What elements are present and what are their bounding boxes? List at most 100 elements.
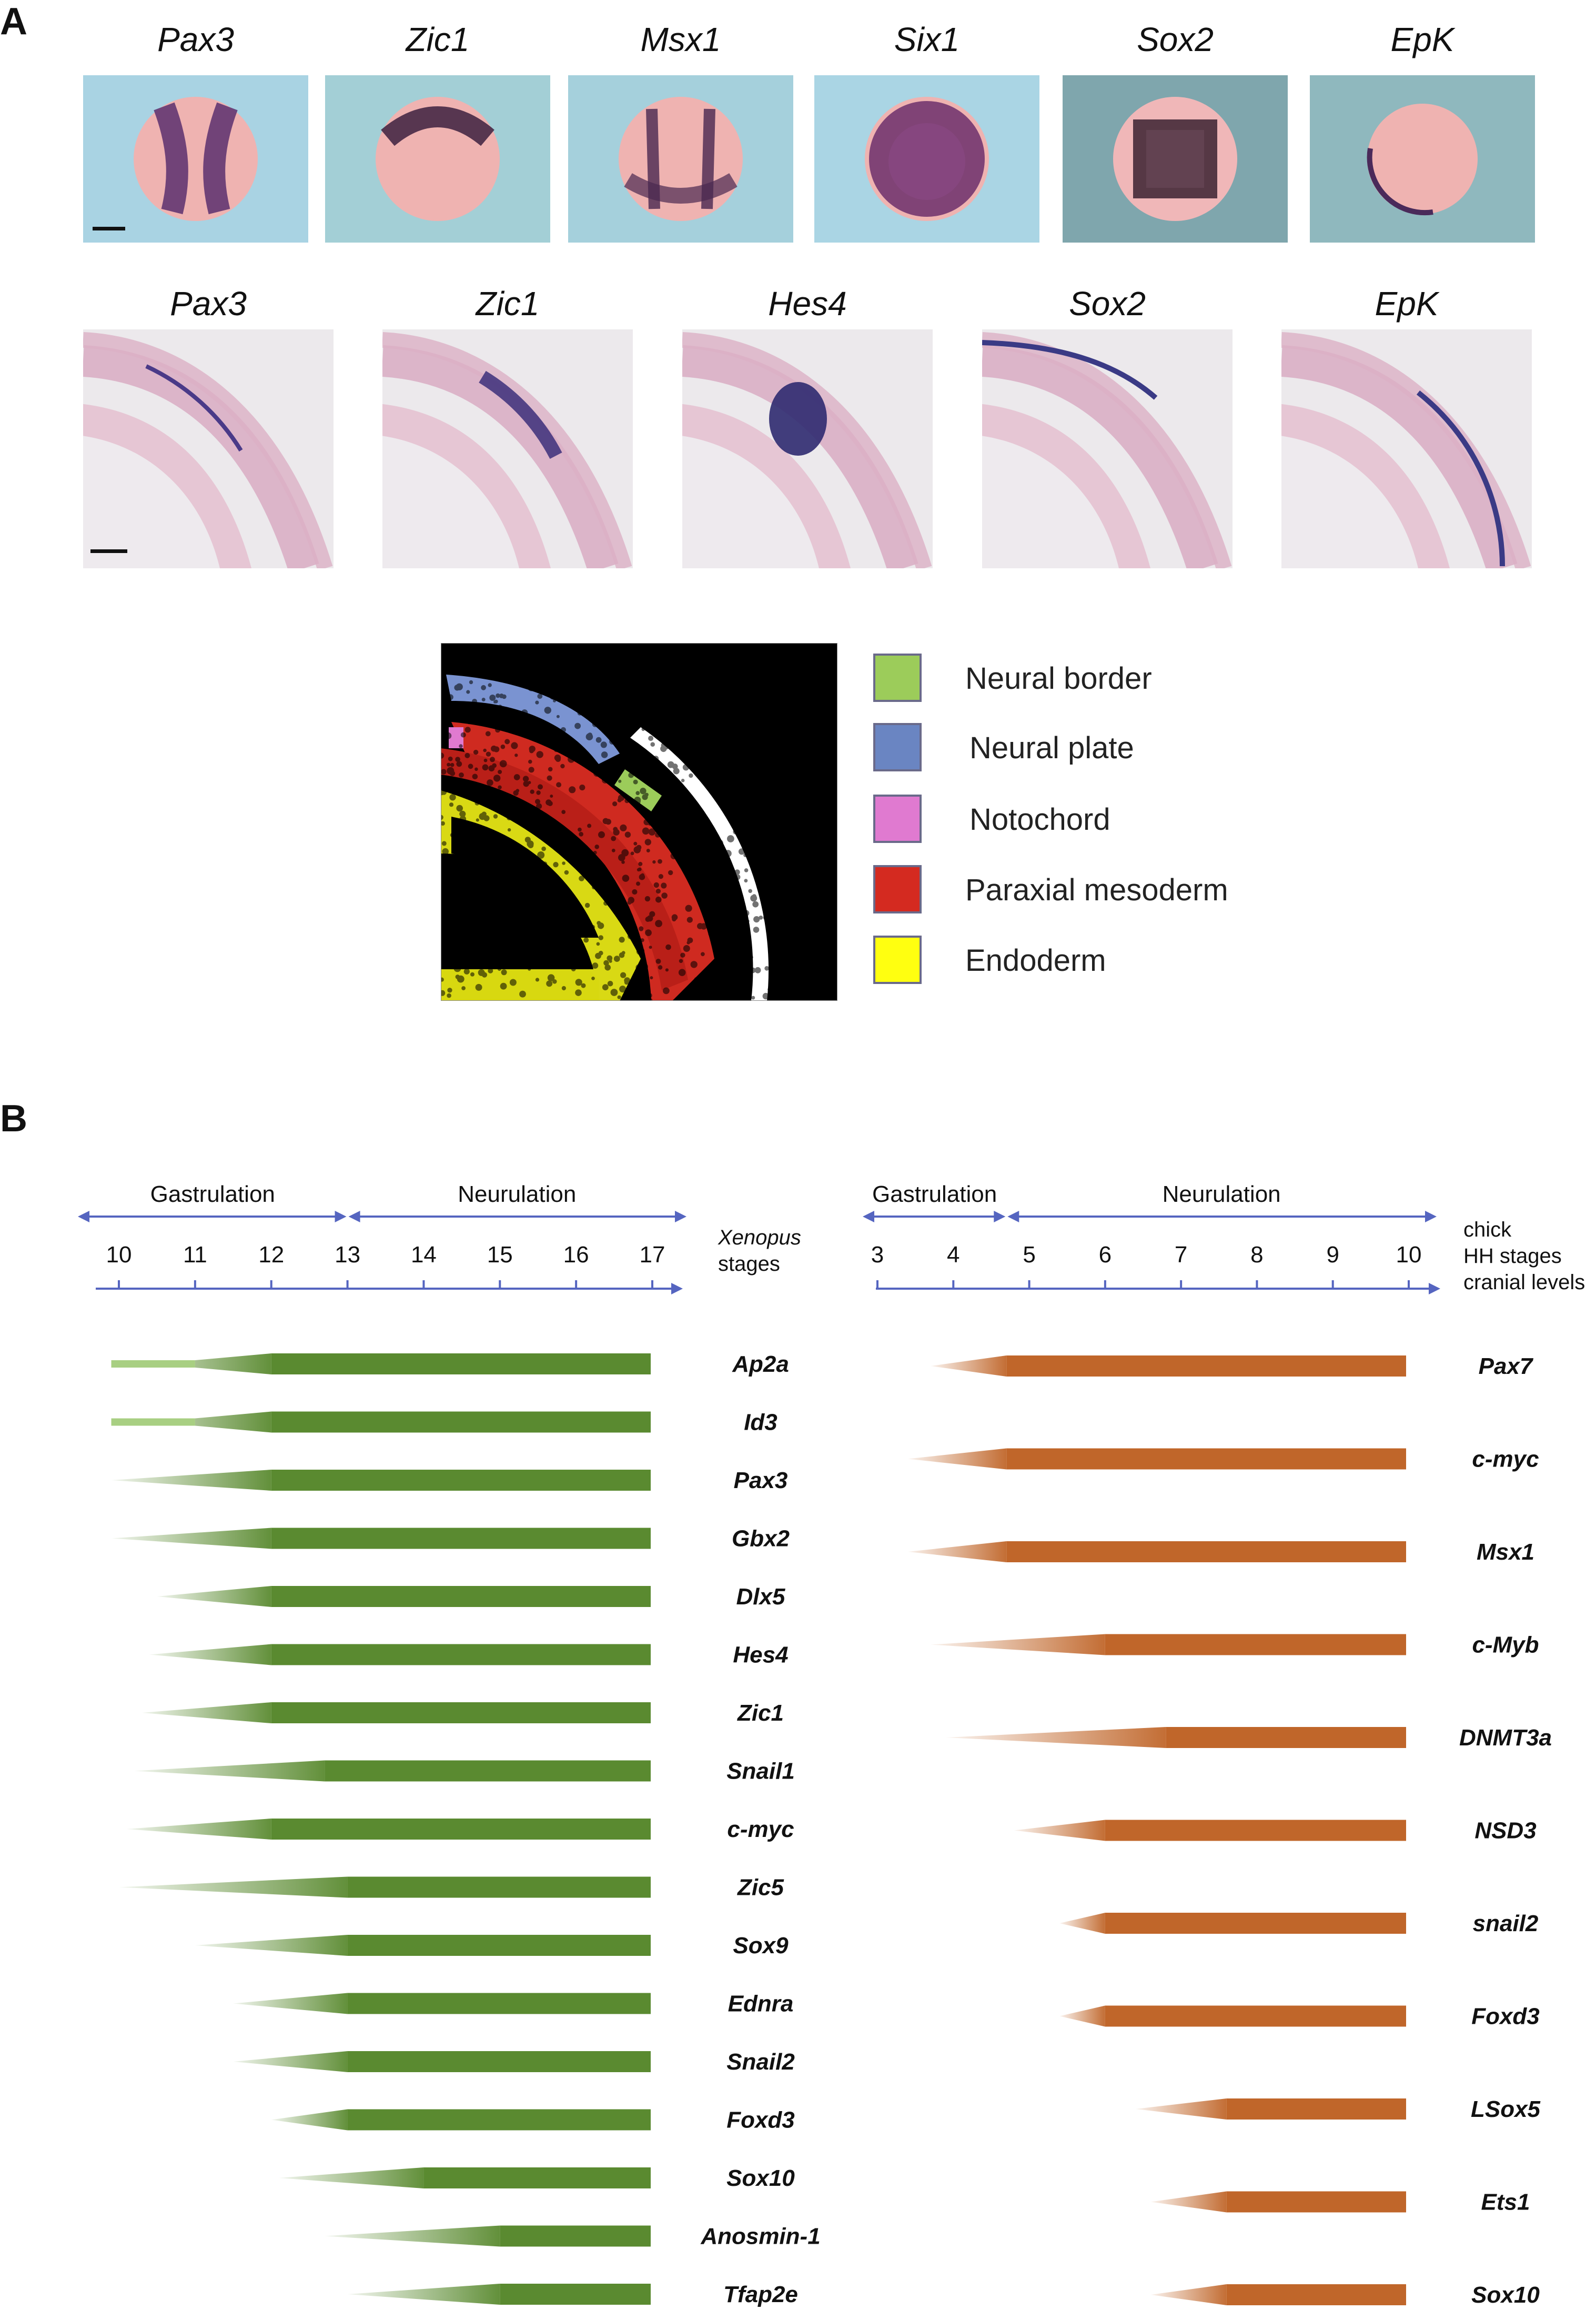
gene-bar-label: Ap2a [732,1351,789,1377]
expression-bar [347,2051,651,2072]
stage-tick-label: 8 [1250,1242,1263,1268]
expression-bar-ramp [195,1411,271,1433]
arrow-head [675,1211,686,1222]
gene-bar-label: Snail2 [726,2049,795,2075]
transverse-section-image [672,329,933,574]
expression-bar-ramp [233,2051,348,2072]
arrow-head [1007,1211,1019,1222]
section-gene-label: Hes4 [768,285,847,323]
expression-bar [423,2167,651,2188]
gene-bar-label: Zic5 [736,1875,784,1901]
embryo-whole-mount-image [814,75,1039,243]
expression-bar-ramp [945,1727,1166,1748]
panel-a-letter: A [0,1,27,43]
expression-bar-ramp [271,2109,348,2131]
expression-bar [347,2109,651,2131]
gene-bar-label: Id3 [744,1410,777,1435]
arrow-head [1425,1211,1437,1222]
stage-tick-label: 12 [258,1242,284,1268]
gene-bar-label: Foxd3 [1471,2004,1540,2030]
legend-swatch [873,865,922,913]
expression-bar-ramp [907,1448,1007,1470]
legend-label: Paraxial mesoderm [965,873,1228,907]
embryo-gene-label: EpK [1390,21,1454,58]
stage-tick-label: 13 [335,1242,360,1268]
embryo-whole-mount-image [83,75,308,243]
arrow-head [335,1211,347,1222]
expression-bar [325,1760,651,1782]
species-stage-label: stages [718,1252,780,1275]
expression-bar [347,1993,651,2014]
tissue-map-image [438,640,840,1003]
expression-bar [1006,1541,1406,1562]
embryo-whole-mount-image [325,75,550,243]
gastrulation-label: Gastrulation [150,1181,275,1207]
transverse-section-image [1271,329,1532,574]
stage-tick-label: 4 [947,1242,959,1268]
species-stage-label: HH stages [1463,1244,1562,1268]
stage-tick-label: 11 [183,1242,207,1268]
neurulation-label: Neurulation [458,1181,576,1207]
expression-bar-ramp [119,1876,348,1898]
expression-bar [1105,2005,1406,2027]
section-gene-label: EpK [1375,285,1439,323]
section-gene-label: Sox2 [1069,285,1146,323]
embryo-gene-label: Msx1 [640,21,721,58]
legend-label: Endoderm [965,943,1106,978]
expression-bar [271,1819,651,1840]
expression-bar [271,1353,651,1374]
legend-label: Notochord [969,802,1110,837]
gene-bar-label: Sox9 [733,1933,789,1959]
expression-bar [1105,1820,1406,1841]
expression-bar [271,1702,651,1723]
gene-bar-label: Zic1 [736,1700,784,1726]
expression-bar-ramp [1059,2005,1105,2027]
gene-bar-label: Ednra [728,1991,794,2017]
gene-bar-label: c-myc [727,1816,794,1842]
expression-bar-ramp [149,1644,271,1665]
expression-bar-ramp [325,2225,500,2247]
transverse-section-image [972,329,1233,574]
gene-bar-label: snail2 [1473,1911,1539,1936]
species-stage-label: chick [1463,1218,1512,1241]
expression-bar-ramp [931,1634,1105,1655]
stage-tick-label: 16 [563,1242,589,1268]
embryo-gene-label: Pax3 [157,21,234,58]
expression-bar-ramp [347,2284,500,2305]
arrow-head [863,1211,874,1222]
expression-bar-ramp [157,1586,271,1607]
species-stage-label: cranial levels [1463,1271,1585,1294]
expression-bar [1226,2284,1406,2305]
species-stage-label: Xenopus [718,1226,801,1249]
expression-bar [271,1411,651,1433]
transverse-section-image [372,329,633,574]
stage-tick-label: 6 [1099,1242,1112,1268]
legend-swatch [873,654,922,702]
gene-bar-label: Sox10 [1471,2282,1540,2308]
legend-swatch [873,936,922,984]
expression-bar-ramp [195,1935,348,1956]
expression-bar [271,1586,651,1607]
embryo-gene-label: Sox2 [1137,21,1214,58]
expression-bar-ramp [1150,2284,1227,2305]
stage-tick-label: 9 [1326,1242,1339,1268]
stage-tick-label: 5 [1023,1242,1035,1268]
expression-bar [1226,2191,1406,2213]
arrow-head [671,1283,683,1294]
expression-bar-ramp [111,1528,271,1549]
expression-bar [1006,1355,1406,1377]
expression-bar [500,2284,651,2305]
gene-bar-label: DNMT3a [1459,1725,1552,1751]
legend-swatch [873,723,922,771]
gene-bar-label: LSox5 [1471,2096,1541,2122]
expression-bar [1105,1913,1406,1934]
expression-bar-ramp [195,1353,271,1374]
expression-bar [271,1528,651,1549]
expression-bar-ramp [134,1760,325,1782]
arrow-head [1429,1283,1440,1294]
arrow-head [994,1211,1006,1222]
expression-bar-early [111,1360,195,1368]
expression-bar-ramp [931,1355,1007,1377]
stage-tick-label: 14 [411,1242,437,1268]
expression-bar [1166,1727,1406,1748]
